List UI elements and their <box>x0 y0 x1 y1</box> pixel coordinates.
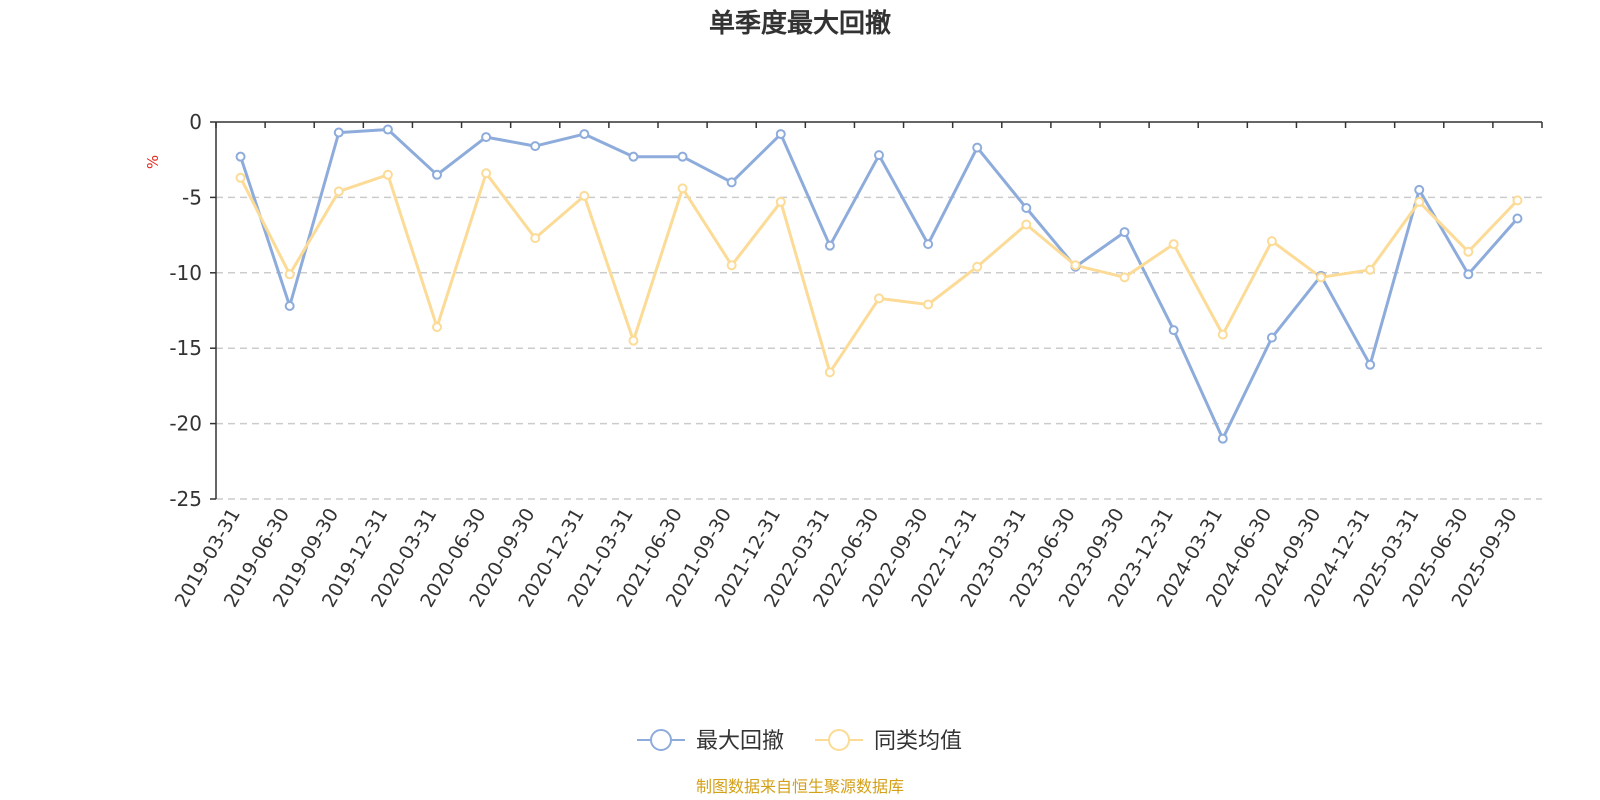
series-2-point-14[interactable] <box>923 299 934 310</box>
series-1-point-23[interactable] <box>1365 359 1376 370</box>
y-axis-ticks: 0 -5 -10 -15 -20 -25 <box>169 110 216 511</box>
legend-marker-circle-1 <box>650 729 672 751</box>
series-1-point-15[interactable] <box>972 142 983 153</box>
series-1-point-10[interactable] <box>726 177 737 188</box>
series-2-point-1[interactable] <box>284 269 295 280</box>
series-1-point-4[interactable] <box>432 169 442 180</box>
series-2-point-4[interactable] <box>432 322 442 333</box>
legend-item-series-1[interactable]: 最大回撤 <box>637 729 784 754</box>
chart-title: 单季度最大回撤 <box>709 8 891 39</box>
series-2-point-24[interactable] <box>1414 196 1425 207</box>
series-2-point-13[interactable] <box>874 293 884 304</box>
series-1-point-1[interactable] <box>284 300 295 311</box>
series-2-point-23[interactable] <box>1365 264 1376 275</box>
series-2-point-9[interactable] <box>677 183 688 194</box>
series-2-point-21[interactable] <box>1266 236 1277 247</box>
series-1-point-3[interactable] <box>382 124 393 135</box>
series-1-point-26[interactable] <box>1512 213 1523 224</box>
legend-label-series-2: 同类均值 <box>874 729 962 754</box>
legend-label-series-1: 最大回撤 <box>696 729 784 754</box>
series-1-point-24[interactable] <box>1414 184 1425 195</box>
series-2-point-15[interactable] <box>972 261 983 272</box>
data-source-note: 制图数据来自恒生聚源数据库 <box>696 777 904 796</box>
series-1-point-0[interactable] <box>235 151 246 162</box>
series-2-point-8[interactable] <box>628 335 639 346</box>
series-1-point-19[interactable] <box>1168 325 1179 336</box>
series-2-point-10[interactable] <box>726 260 737 271</box>
series-2-point-22[interactable] <box>1316 272 1326 283</box>
series-1-point-8[interactable] <box>628 151 639 162</box>
legend: 最大回撤 同类均值 <box>637 729 962 754</box>
series-lines <box>235 124 1523 444</box>
series-1-point-18[interactable] <box>1119 227 1130 238</box>
series-1-point-20[interactable] <box>1217 433 1228 444</box>
series-2-point-17[interactable] <box>1070 260 1081 271</box>
series-2-point-18[interactable] <box>1119 272 1130 283</box>
series-1-point-6[interactable] <box>530 141 541 152</box>
series-2-point-19[interactable] <box>1168 239 1179 250</box>
y-tick-label-1: -5 <box>182 185 202 209</box>
series-2-point-0[interactable] <box>235 172 246 183</box>
series-2-point-16[interactable] <box>1021 219 1032 230</box>
y-unit-label: % <box>144 155 162 169</box>
grid-lines <box>216 196 1542 500</box>
series-1-point-14[interactable] <box>923 239 934 250</box>
series-1-point-2[interactable] <box>333 127 344 138</box>
series-2-point-2[interactable] <box>333 186 344 197</box>
series-1-point-11[interactable] <box>775 129 786 140</box>
legend-item-series-2[interactable]: 同类均值 <box>815 729 962 754</box>
series-1-point-5[interactable] <box>481 132 492 143</box>
y-tick-label-0: 0 <box>189 110 202 134</box>
series-1-point-9[interactable] <box>677 151 688 162</box>
legend-marker-circle-2 <box>828 729 850 751</box>
series-2-point-6[interactable] <box>530 233 541 244</box>
series-2-point-12[interactable] <box>824 367 835 378</box>
series-2-point-26[interactable] <box>1512 195 1523 206</box>
series-2-point-11[interactable] <box>775 196 786 207</box>
axes <box>215 121 1542 499</box>
series-2-point-7[interactable] <box>579 190 590 201</box>
y-tick-label-2: -10 <box>169 261 202 285</box>
y-tick-label-4: -20 <box>169 412 202 436</box>
series-1-point-21[interactable] <box>1266 332 1277 343</box>
y-tick-label-5: -25 <box>169 487 202 511</box>
series-1-point-7[interactable] <box>579 129 590 140</box>
series-1-point-16[interactable] <box>1021 202 1032 213</box>
series-2-point-25[interactable] <box>1463 246 1474 257</box>
series-1-point-25[interactable] <box>1463 269 1474 280</box>
series-2-point-20[interactable] <box>1217 329 1228 340</box>
series-line-1 <box>239 128 1519 441</box>
series-1-point-13[interactable] <box>874 150 884 161</box>
series-1-point-12[interactable] <box>824 240 835 251</box>
y-tick-label-3: -15 <box>169 336 202 360</box>
series-2-point-5[interactable] <box>481 168 492 179</box>
series-2-point-3[interactable] <box>382 169 393 180</box>
